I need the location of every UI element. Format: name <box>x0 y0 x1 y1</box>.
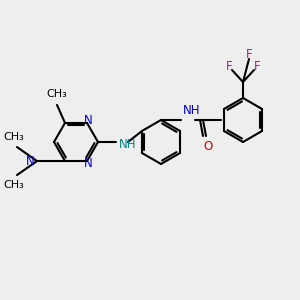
Text: F: F <box>246 49 252 62</box>
Text: N: N <box>26 154 35 168</box>
Text: NH: NH <box>119 139 136 152</box>
Text: N: N <box>84 157 92 169</box>
Text: CH₃: CH₃ <box>4 180 24 190</box>
Text: CH₃: CH₃ <box>4 132 24 142</box>
Text: NH: NH <box>183 104 200 117</box>
Text: F: F <box>254 61 260 74</box>
Text: O: O <box>203 140 213 153</box>
Text: F: F <box>226 61 232 74</box>
Text: CH₃: CH₃ <box>46 89 68 99</box>
Text: N: N <box>84 114 92 128</box>
